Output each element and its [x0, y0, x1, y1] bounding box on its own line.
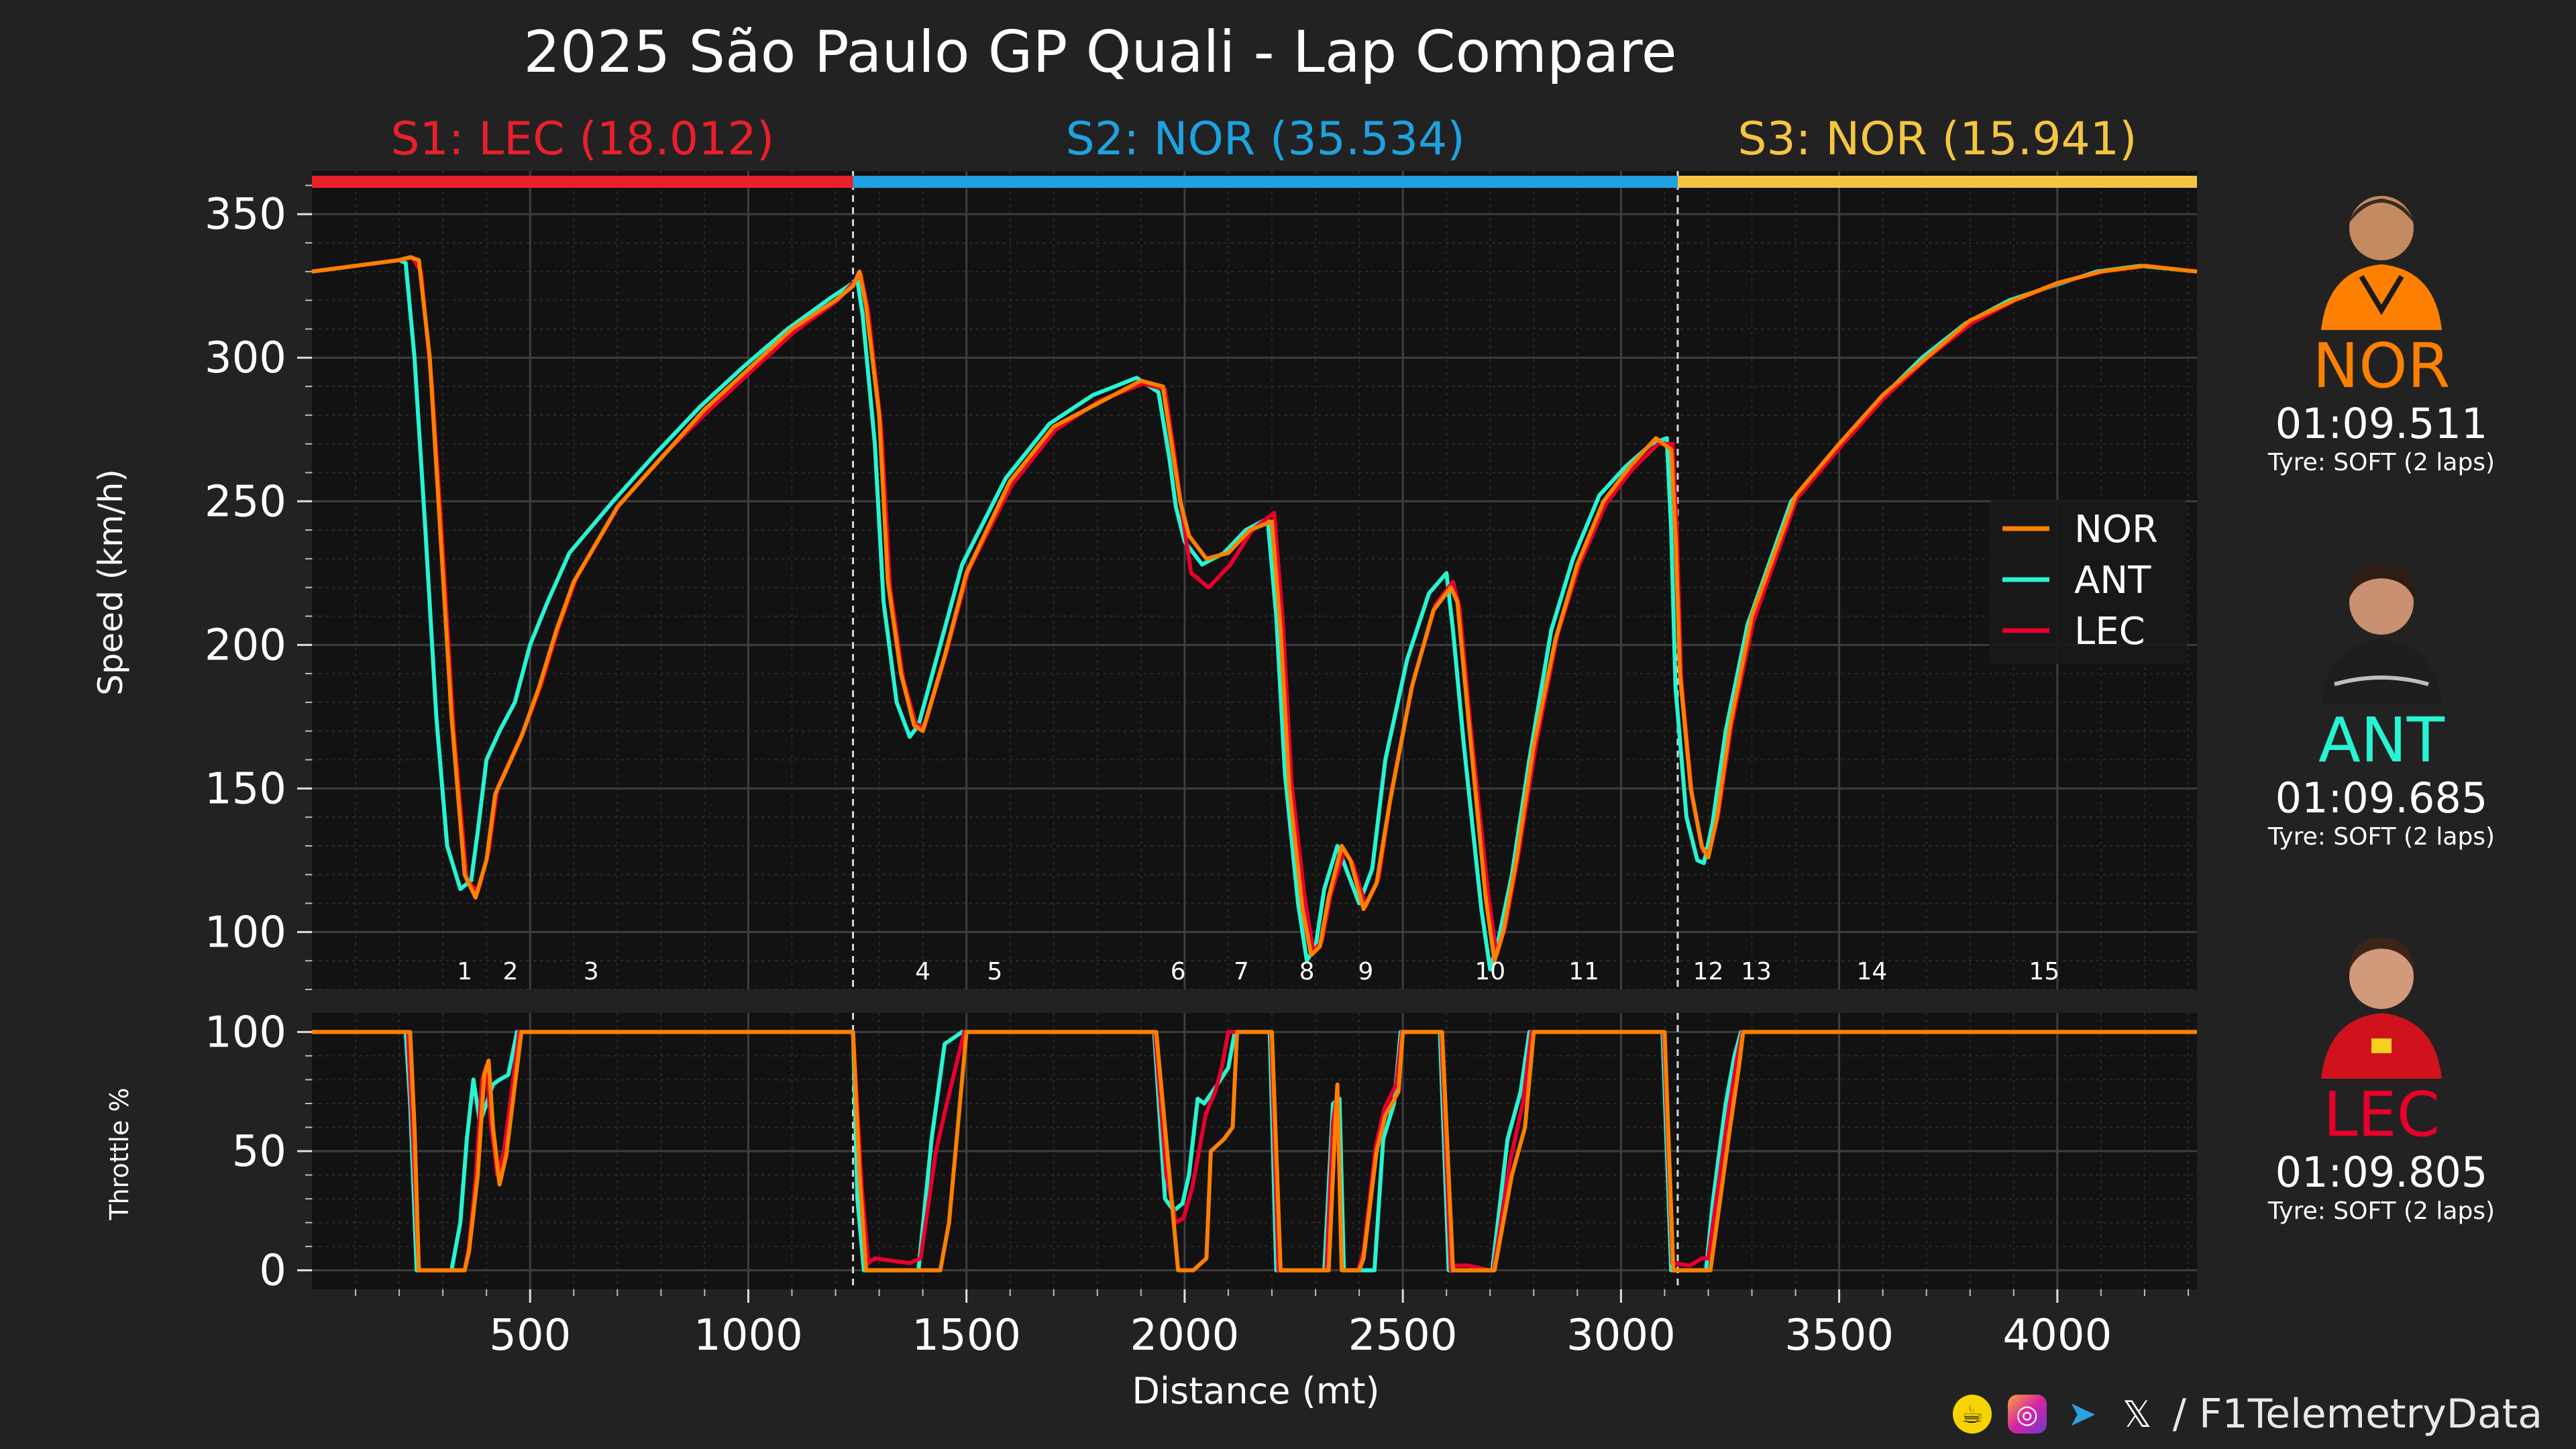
corner-number-label: 3	[584, 958, 599, 985]
driver-code: ANT	[2318, 704, 2445, 776]
corner-number-label: 10	[1474, 958, 1505, 985]
y-tick-label: 100	[205, 908, 286, 957]
corner-number-label: 13	[1741, 958, 1772, 985]
driver-laptime: 01:09.511	[2275, 399, 2488, 448]
telegram-icon[interactable]: ➤	[2067, 1394, 2097, 1434]
driver-card-nor: NOR 01:09.511 Tyre: SOFT (2 laps)	[2180, 176, 2576, 478]
corner-number-label: 8	[1299, 958, 1315, 985]
chart-title: 2025 São Paulo GP Quali - Lap Compare	[523, 19, 1677, 86]
speed-axis-label: Speed (km/h)	[91, 469, 130, 696]
driver-card-ant: ANT 01:09.685 Tyre: SOFT (2 laps)	[2180, 550, 2576, 852]
distance-axis-label: Distance (mt)	[1132, 1370, 1380, 1412]
legend-label: NOR	[2074, 508, 2158, 551]
corner-number-label: 4	[915, 958, 930, 985]
legend: NOR ANT LEC	[1989, 500, 2187, 664]
x-tick-label: 2000	[1130, 1311, 1239, 1360]
series-line-ant	[311, 258, 2198, 971]
x-icon[interactable]: 𝕏	[2122, 1393, 2152, 1436]
y-tick-label: 150	[205, 764, 286, 814]
corner-number-label: 11	[1568, 958, 1599, 985]
y-tick-label: 300	[205, 333, 286, 383]
speed-panel: @F1TelemetryData100150200250300350123456…	[205, 171, 2198, 990]
driver-avatar-icon	[2321, 196, 2442, 330]
corner-number-label: 14	[1856, 958, 1887, 985]
sector-bar	[312, 176, 853, 188]
y-tick-label: 250	[205, 477, 286, 527]
corner-number-label: 5	[987, 958, 1003, 985]
throttle-panel: 0 50 100 500 1000 1500 2000 2500 3000 3500 4000	[205, 1008, 2197, 1360]
buymeacoffee-icon[interactable]: ☕	[1952, 1395, 1992, 1434]
y-tick-label: 50	[232, 1127, 286, 1177]
driver-code: NOR	[2312, 330, 2451, 402]
driver-tyre: Tyre: SOFT (2 laps)	[2267, 823, 2496, 851]
legend-label: LEC	[2074, 610, 2145, 653]
series-line-nor	[311, 255, 2198, 963]
corner-number-label: 7	[1234, 958, 1249, 985]
x-tick-label: 3500	[1784, 1311, 1894, 1360]
driver-laptime: 01:09.685	[2275, 773, 2488, 822]
x-tick-label: 1500	[912, 1311, 1021, 1360]
sector-bar	[1677, 176, 2197, 188]
plot-area	[312, 171, 2197, 989]
corner-number-label: 9	[1358, 958, 1373, 985]
corner-number-label: 1	[457, 958, 472, 985]
y-tick-label: 350	[205, 190, 286, 239]
series-line-nor	[312, 1030, 2197, 1273]
throttle-axis-label: Throttle %	[105, 1087, 134, 1220]
sector-bar	[853, 176, 1678, 188]
sector-2-label: S2: NOR (35.534)	[1065, 113, 1465, 166]
x-tick-label: 3000	[1566, 1311, 1676, 1360]
y-tick-label: 200	[205, 621, 286, 670]
driver-avatar-icon	[2321, 564, 2442, 704]
x-tick-label: 500	[489, 1311, 571, 1360]
corner-number-label: 12	[1693, 958, 1724, 985]
sector-1-label: S1: LEC (18.012)	[390, 113, 775, 166]
x-tick-label: 4000	[2002, 1311, 2112, 1360]
driver-tyre: Tyre: SOFT (2 laps)	[2267, 1197, 2496, 1225]
driver-card-lec: LEC 01:09.805 Tyre: SOFT (2 laps)	[2180, 924, 2576, 1226]
social-handle[interactable]: / F1TelemetryData	[2172, 1391, 2542, 1438]
social-footer: ☕ ◎ ➤ 𝕏 / F1TelemetryData	[1952, 1387, 2542, 1441]
corner-number-label: 2	[503, 958, 519, 985]
legend-box	[1989, 500, 2187, 664]
driver-code: LEC	[2323, 1079, 2440, 1150]
sector-3-label: S3: NOR (15.941)	[1737, 113, 2137, 166]
y-tick-label: 0	[259, 1246, 286, 1296]
driver-tyre: Tyre: SOFT (2 laps)	[2267, 449, 2496, 476]
x-tick-label: 1000	[694, 1311, 803, 1360]
legend-label: ANT	[2074, 559, 2151, 602]
instagram-icon[interactable]: ◎	[2007, 1395, 2047, 1434]
corner-number-label: 6	[1171, 958, 1186, 985]
driver-avatar-icon	[2321, 937, 2442, 1079]
y-tick-label: 100	[205, 1008, 286, 1057]
driver-laptime: 01:09.805	[2275, 1148, 2488, 1197]
x-tick-label: 2500	[1348, 1311, 1458, 1360]
corner-number-label: 15	[2029, 958, 2059, 985]
